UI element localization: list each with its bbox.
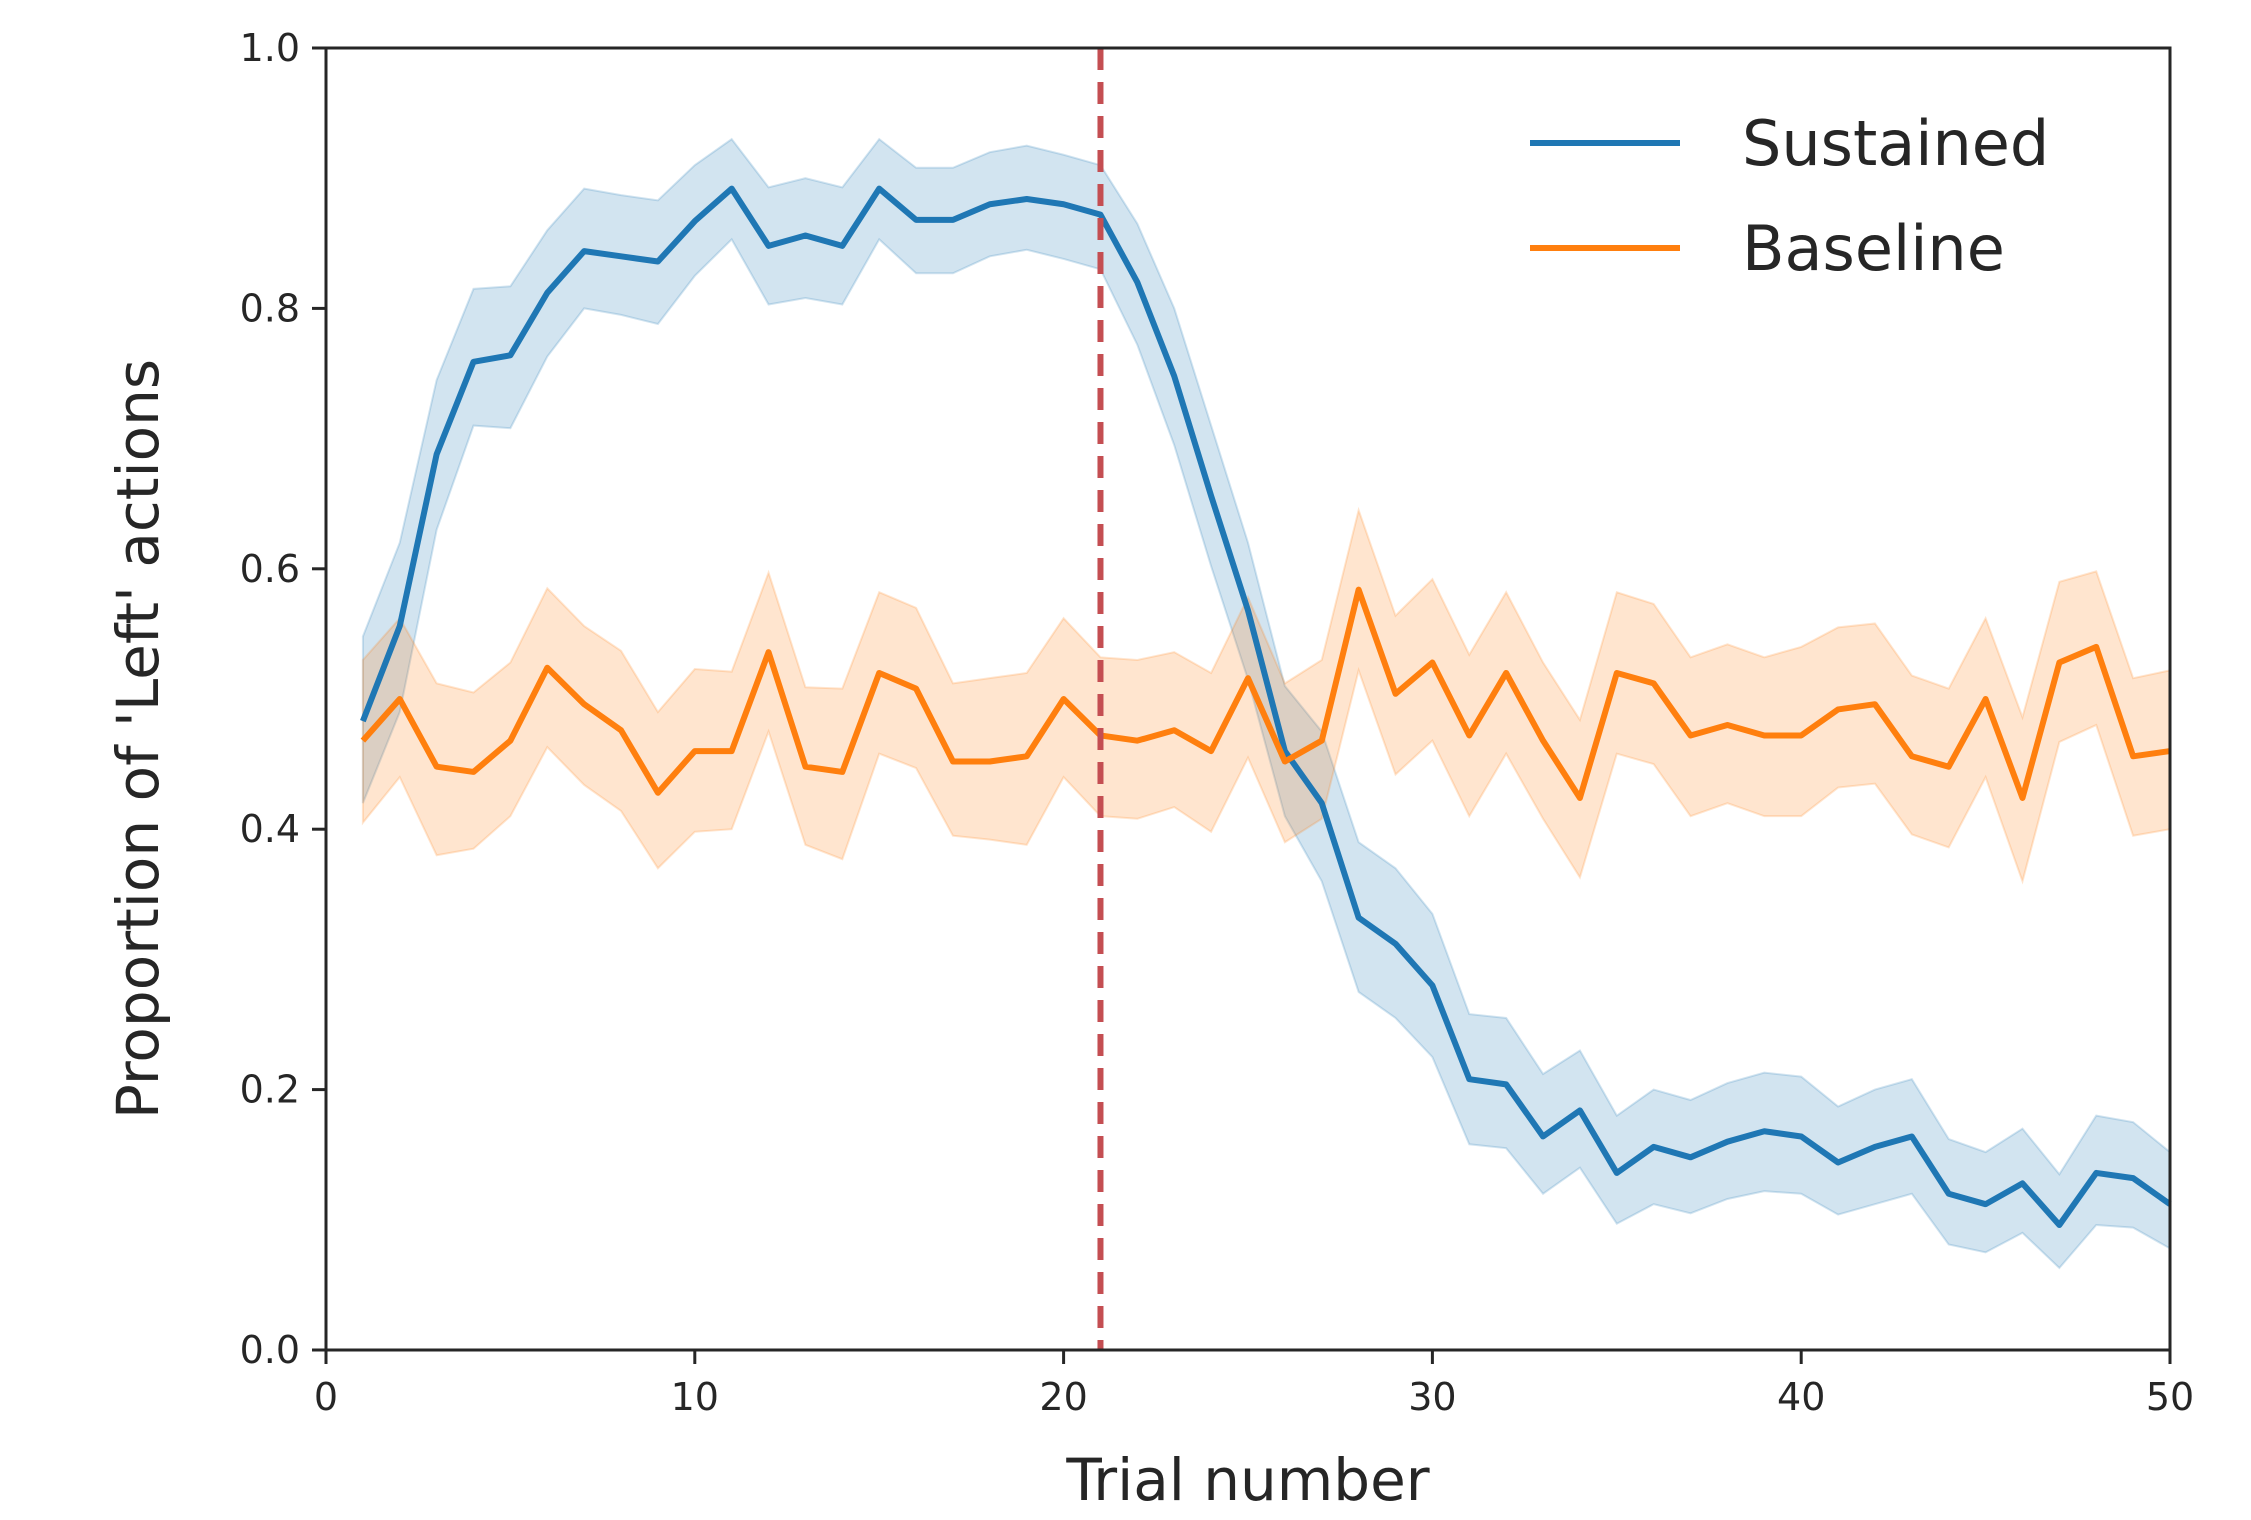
plot-frame	[324, 46, 2172, 1352]
series-line-baseline	[360, 586, 2171, 801]
x-axis-title: Trial number	[1065, 1446, 1429, 1514]
series-lines	[360, 185, 2172, 1229]
y-axis-title: Proportion of 'Left' actions	[104, 359, 172, 1119]
y-tick-label: 0.6	[240, 547, 300, 591]
band-baseline	[361, 506, 2171, 885]
legend-label-baseline: Baseline	[1742, 212, 2005, 285]
legend: Sustained Baseline	[1530, 107, 2049, 285]
x-tick-label: 20	[1039, 1375, 1087, 1419]
x-tick-label: 50	[2146, 1375, 2194, 1419]
y-tick-label: 0.8	[240, 286, 300, 330]
x-tick-label: 30	[1408, 1375, 1456, 1419]
y-tick-label: 0.4	[240, 807, 300, 851]
y-tick-label: 0.2	[240, 1068, 300, 1112]
y-tick-label: 1.0	[240, 26, 300, 70]
series-line-sustained	[360, 185, 2172, 1229]
legend-label-sustained: Sustained	[1742, 107, 2049, 180]
y-tick-label: 0.0	[240, 1328, 300, 1372]
confidence-bands	[361, 137, 2171, 1270]
y-axis-ticks: 0.0 0.2 0.4 0.6 0.8 1.0	[240, 26, 326, 1372]
x-axis-ticks: 0 10 20 30 40 50	[314, 1350, 2194, 1419]
x-tick-label: 40	[1777, 1375, 1825, 1419]
x-tick-label: 0	[314, 1375, 338, 1419]
x-tick-label: 10	[671, 1375, 719, 1419]
